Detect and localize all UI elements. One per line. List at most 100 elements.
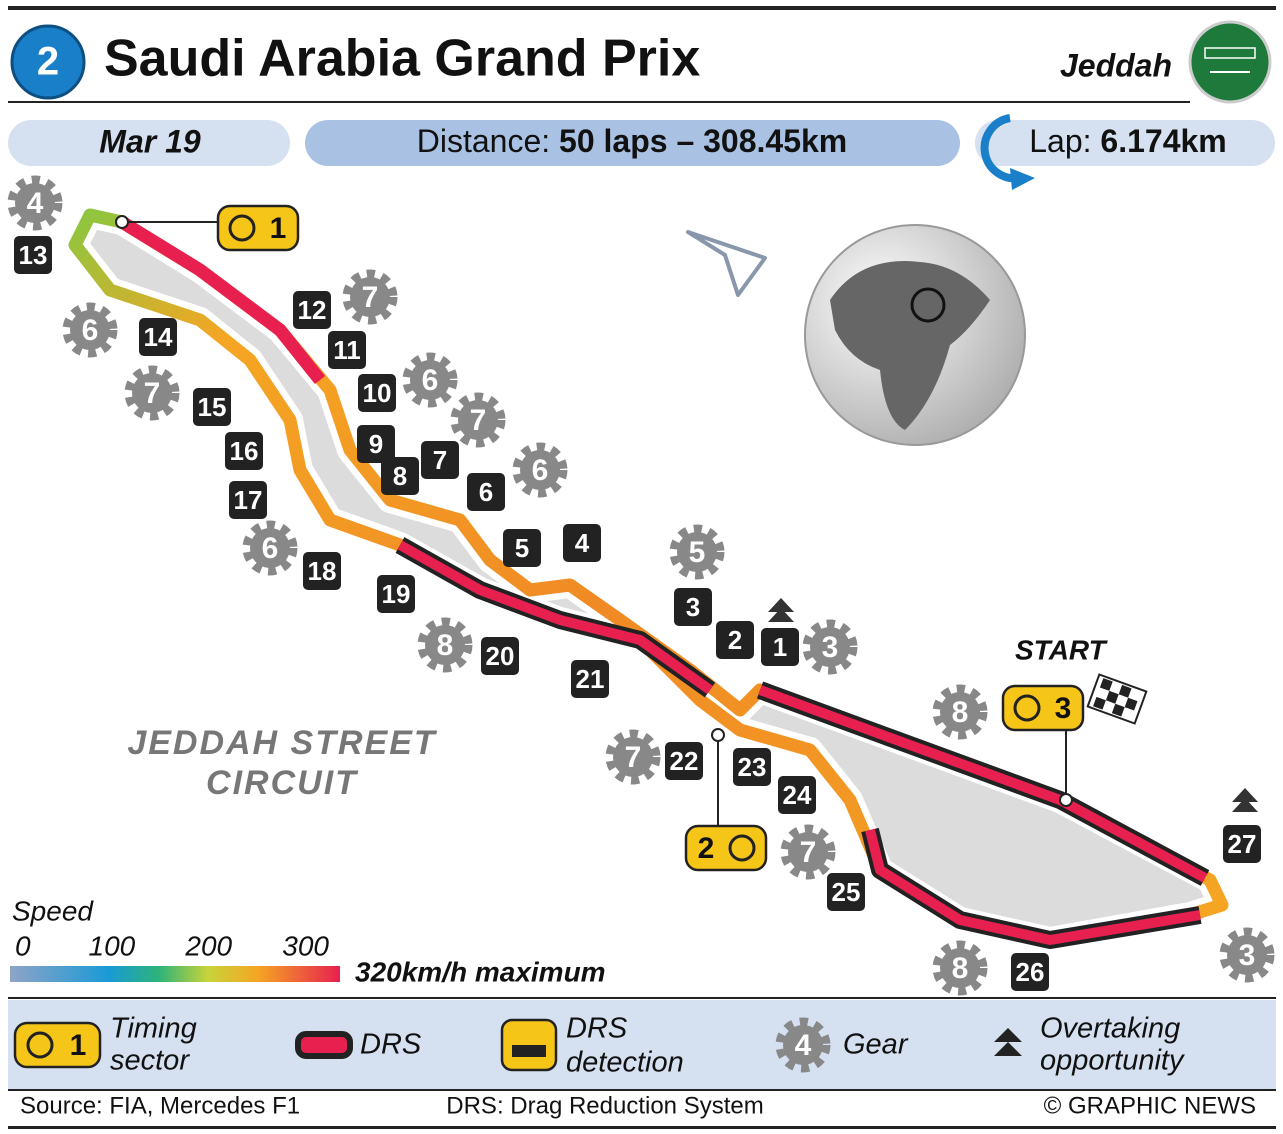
flag <box>1188 20 1272 104</box>
turn-label: 21 <box>576 664 605 694</box>
legend-band <box>8 1000 1276 1090</box>
turn-badge <box>377 575 415 613</box>
turn-badge <box>665 742 703 780</box>
gear-body <box>788 832 828 872</box>
legend-drs-detection: detection <box>566 1047 684 1079</box>
gear-body <box>677 532 717 572</box>
turn-badge <box>193 388 231 426</box>
gear-label: 7 <box>362 281 379 314</box>
gear-label: 8 <box>437 629 454 662</box>
legend-drs-icon <box>295 1031 353 1059</box>
turn-label: 13 <box>19 240 48 270</box>
turn-badge <box>421 441 459 479</box>
timing-sector-label: 1 <box>270 212 287 245</box>
turn-label: 3 <box>686 592 700 622</box>
turn-badge <box>1011 953 1049 991</box>
turn-label: 26 <box>1016 957 1045 987</box>
gear-body <box>613 737 653 777</box>
gear-label: 8 <box>952 696 969 729</box>
gear-body <box>810 627 850 667</box>
lap-arrow-head <box>1010 168 1035 190</box>
gear-teeth <box>242 520 298 576</box>
stopwatch <box>728 834 756 862</box>
globe-land <box>830 261 990 430</box>
lap-label: Lap: <box>1029 123 1091 159</box>
turn-badge <box>381 457 419 495</box>
turn-badge <box>225 432 263 470</box>
stopwatch <box>228 214 256 242</box>
bottom-rule <box>8 1126 1276 1129</box>
turn-label: 9 <box>369 429 383 459</box>
turn-label: 15 <box>198 392 227 422</box>
city: Jeddah <box>1060 47 1172 83</box>
gear-label: 3 <box>822 631 839 664</box>
turn-badge <box>1223 825 1261 863</box>
turn-label: 10 <box>363 378 392 408</box>
speed-bar <box>10 966 340 982</box>
start-label: START <box>1015 634 1109 665</box>
legend-timing: Timing <box>110 1013 197 1045</box>
stopwatch <box>26 1031 54 1059</box>
legend-timing-sample: 1 <box>70 1029 87 1062</box>
source: Source: FIA, Mercedes F1 <box>20 1092 300 1119</box>
turn-label: 24 <box>783 780 812 810</box>
sector-point <box>1059 793 1073 807</box>
gear-label: 6 <box>532 454 549 487</box>
turn-label: 16 <box>230 436 259 466</box>
legend-drs: DRS <box>360 1029 422 1061</box>
gear-body <box>783 1025 823 1065</box>
turn-label: 5 <box>515 533 529 563</box>
turn-badge <box>328 331 366 369</box>
gear-label: 5 <box>689 536 706 569</box>
track-halo <box>62 202 1235 953</box>
legend-gear: Gear <box>843 1029 909 1061</box>
gear-teeth <box>450 392 506 448</box>
legend-drs-detection: DRS <box>566 1013 628 1045</box>
lap-value: 6.174km <box>1100 123 1226 159</box>
circuit-name: CIRCUIT <box>206 764 359 802</box>
note: DRS: Drag Reduction System <box>446 1092 763 1119</box>
turn-badge <box>571 660 609 698</box>
legend-overtaking-icon <box>994 1028 1022 1056</box>
lap-pill <box>975 120 1275 166</box>
turn-label: 19 <box>382 579 411 609</box>
timing-sector-label: 2 <box>698 832 715 865</box>
turn-badge <box>293 291 331 329</box>
turn-badge <box>674 588 712 626</box>
speed-tick-label: 200 <box>184 930 232 961</box>
track <box>62 202 1235 953</box>
gear-teeth <box>7 175 63 231</box>
speed-tick-label: 0 <box>15 930 31 961</box>
turn-label: 25 <box>832 877 861 907</box>
turn-badge <box>503 529 541 567</box>
round-number: 2 <box>37 40 59 84</box>
turn-badge <box>733 748 771 786</box>
gear-body <box>1227 935 1267 975</box>
circuit-name: JEDDAH STREET <box>127 724 438 762</box>
overtaking-marker <box>768 598 794 622</box>
turn-label: 22 <box>670 746 699 776</box>
turn-label: 1 <box>773 632 787 662</box>
gear-teeth <box>1219 927 1275 983</box>
turn-badge <box>827 873 865 911</box>
gear-label: 6 <box>262 532 279 565</box>
turn-label: 20 <box>486 641 515 671</box>
north-arrow <box>686 230 767 297</box>
legend-gear-icon <box>775 1017 831 1073</box>
gear-body <box>520 450 560 490</box>
lap-arrow <box>980 114 1021 183</box>
gear-label: 6 <box>422 364 439 397</box>
distance-pill <box>305 120 960 166</box>
gear-teeth <box>605 729 661 785</box>
turn-label: 6 <box>479 477 493 507</box>
gear-label: 8 <box>952 952 969 985</box>
legend-timing: sector <box>110 1045 190 1077</box>
legend-drs-detection-bar <box>512 1045 546 1057</box>
gear-teeth <box>402 352 458 408</box>
drs-zone-fill <box>397 540 713 695</box>
gear-body <box>15 183 55 223</box>
turn-label: 18 <box>308 556 337 586</box>
stopwatch <box>1013 694 1041 722</box>
gear-label: 6 <box>82 314 99 347</box>
